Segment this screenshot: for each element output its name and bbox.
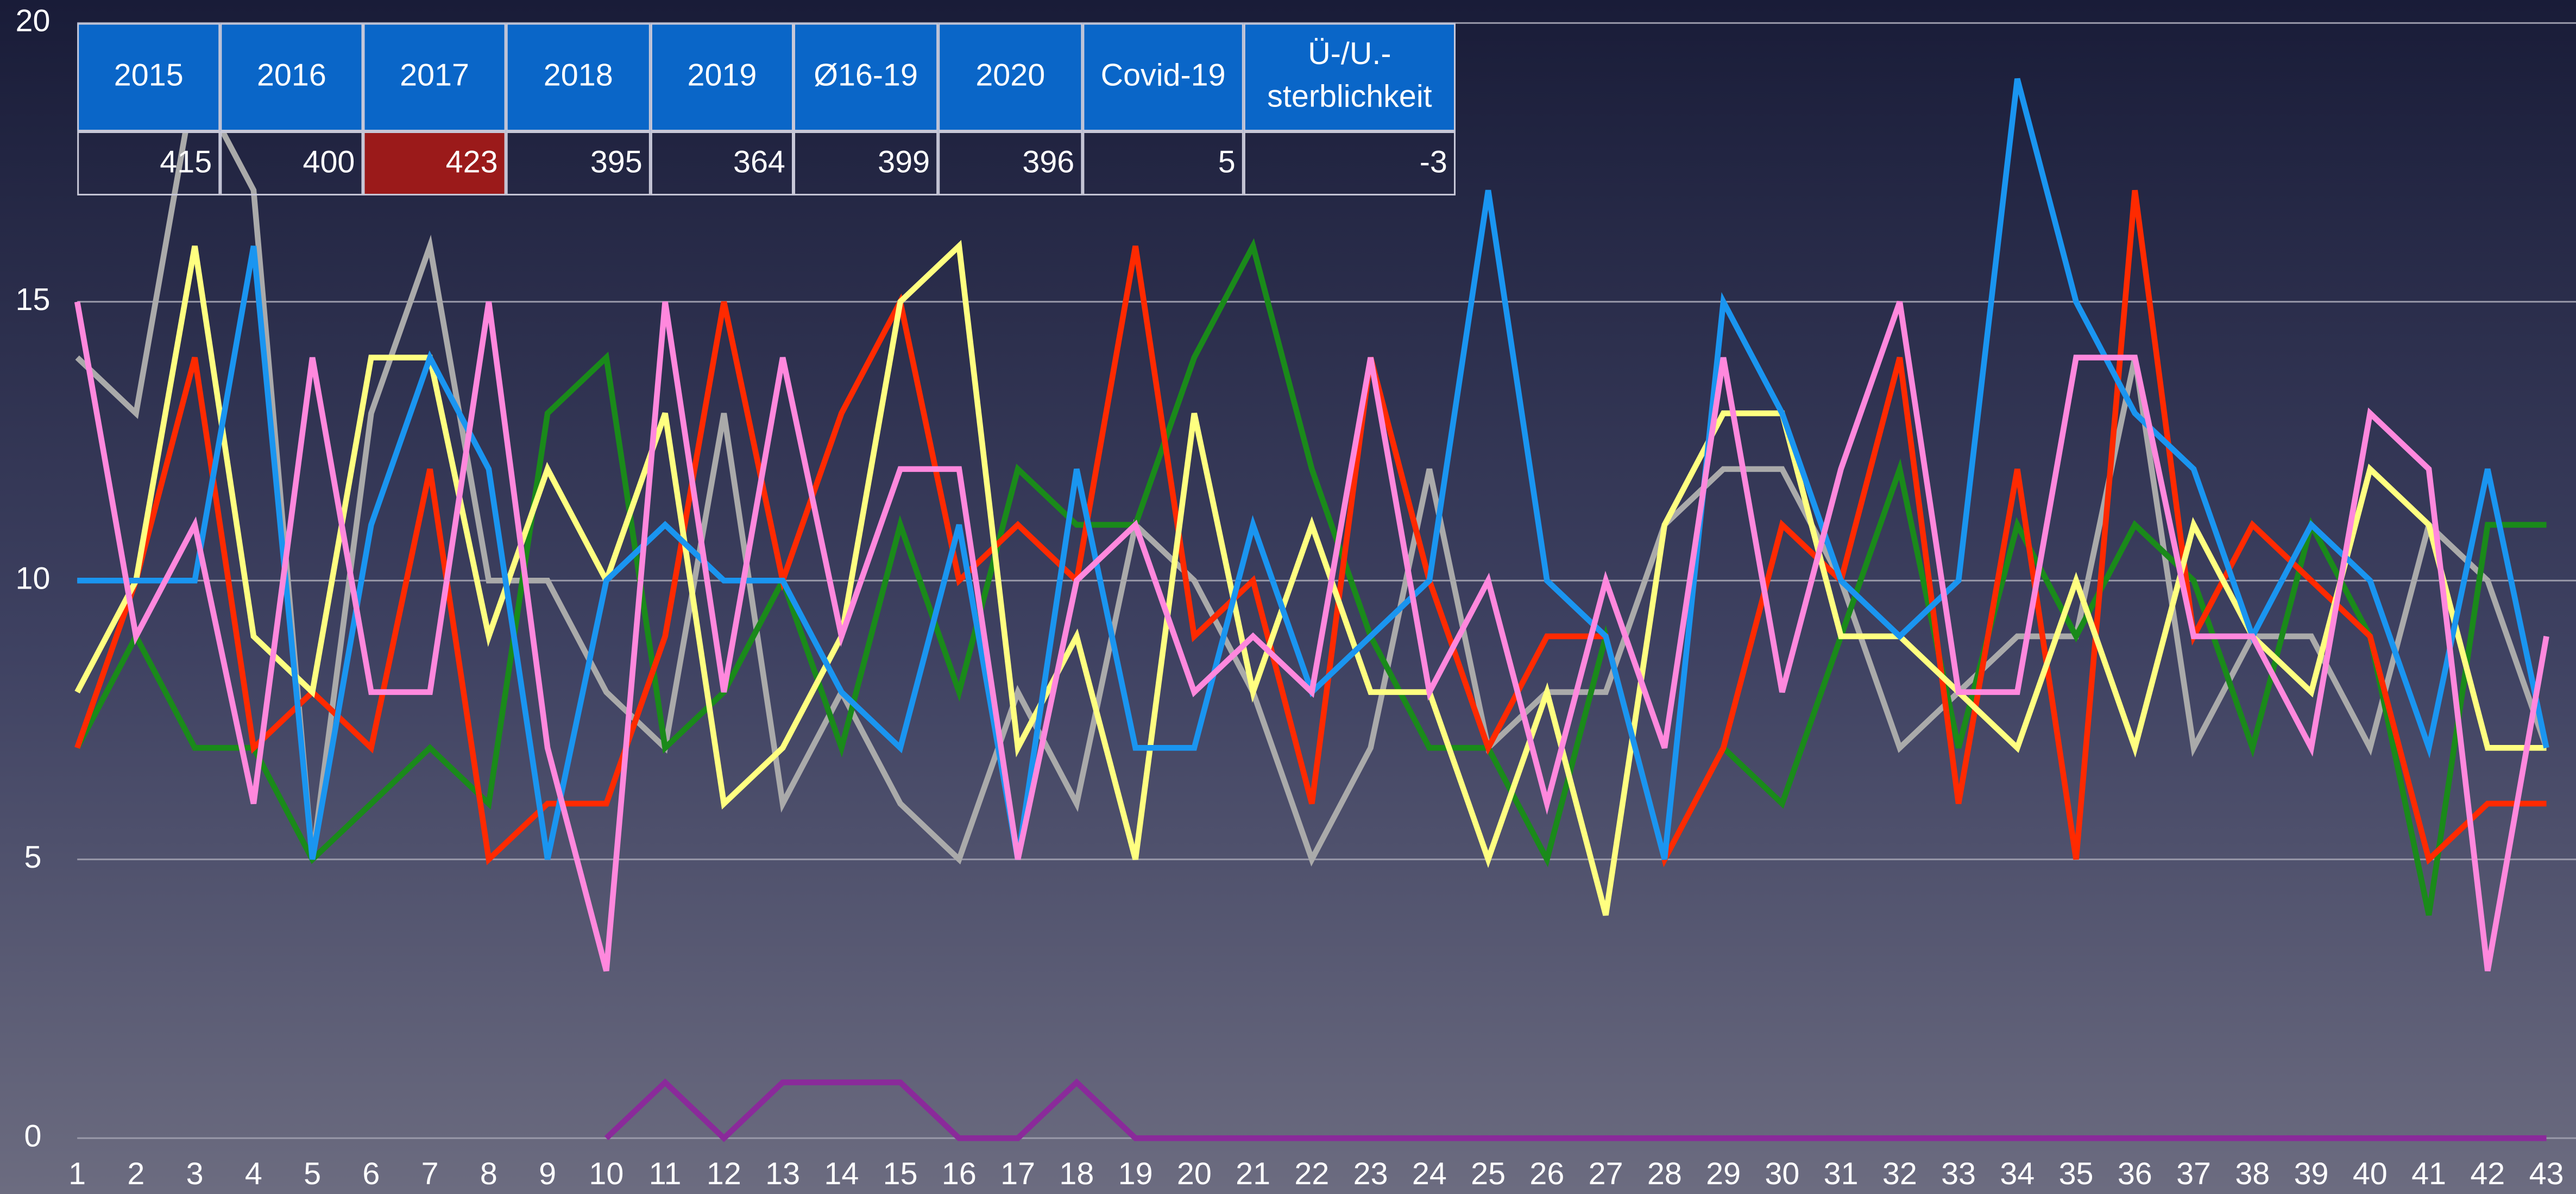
x-tick-label: 43 <box>2529 1157 2564 1191</box>
x-tick-label: 3 <box>186 1157 204 1191</box>
x-tick-label: 37 <box>2176 1157 2211 1191</box>
x-tick-label: 41 <box>2411 1157 2446 1191</box>
x-tick-label: 29 <box>1706 1157 1741 1191</box>
x-tick-label: 35 <box>2059 1157 2094 1191</box>
table-value: 415 <box>77 131 221 195</box>
x-tick-label: 7 <box>421 1157 439 1191</box>
table-header: Ü-/U.- sterblichkeit <box>1243 23 1456 131</box>
table-header: 2015 <box>77 23 221 131</box>
series-line <box>74 239 2547 916</box>
x-tick-label: 36 <box>2118 1157 2152 1191</box>
table-value: 364 <box>650 131 794 195</box>
x-tick-label: 38 <box>2235 1157 2270 1191</box>
table-value: -3 <box>1243 131 1456 195</box>
x-tick-label: 20 <box>1177 1157 1212 1191</box>
table-header: 2018 <box>506 23 651 131</box>
x-tick-label: 34 <box>2000 1157 2035 1191</box>
x-tick-label: 6 <box>362 1157 380 1191</box>
x-tick-label: 42 <box>2470 1157 2505 1191</box>
series-line <box>604 1078 2547 1142</box>
x-tick-label: 13 <box>765 1157 800 1191</box>
series-line <box>74 301 2549 972</box>
summary-table: 2015 2016 2017 2018 2019 Ø16-19 2020 Covid-19 Ü-… <box>77 23 1456 195</box>
x-tick-label: 8 <box>480 1157 497 1191</box>
x-tick-label: 10 <box>589 1157 623 1191</box>
x-tick-label: 9 <box>539 1157 556 1191</box>
x-tick-label: 4 <box>245 1157 262 1191</box>
x-tick-label: 12 <box>707 1157 741 1191</box>
x-tick-label: 21 <box>1236 1157 1270 1191</box>
x-tick-label: 1 <box>68 1157 86 1191</box>
x-tick-label: 2 <box>127 1157 144 1191</box>
x-tick-label: 25 <box>1471 1157 1506 1191</box>
x-tick-label: 27 <box>1589 1157 1623 1191</box>
x-tick-label: 16 <box>942 1157 977 1191</box>
series-line <box>74 189 2547 868</box>
x-tick-label: 32 <box>1882 1157 1917 1191</box>
table-header: 2017 <box>363 23 506 131</box>
x-tick-label: 18 <box>1059 1157 1094 1191</box>
x-tick-label: 28 <box>1647 1157 1682 1191</box>
x-tick-label: 40 <box>2353 1157 2388 1191</box>
table-header: 2019 <box>650 23 794 131</box>
x-tick-label: 23 <box>1353 1157 1388 1191</box>
x-tick-label: 11 <box>649 1157 682 1191</box>
table-value: 423 <box>363 131 506 195</box>
x-tick-label: 33 <box>1941 1157 1976 1191</box>
x-tick-label: 30 <box>1765 1157 1799 1191</box>
y-tick-label: 0 <box>24 1119 42 1153</box>
table-value: 399 <box>793 131 939 195</box>
x-tick-label: 15 <box>883 1157 918 1191</box>
table-header: 2020 <box>938 23 1083 131</box>
y-tick-label: 10 <box>16 561 51 596</box>
table-value: 5 <box>1082 131 1244 195</box>
x-tick-label: 17 <box>1000 1157 1035 1191</box>
y-tick-label: 15 <box>16 282 51 317</box>
series-line <box>74 238 2547 916</box>
x-tick-label: 39 <box>2294 1157 2329 1191</box>
x-tick-label: 26 <box>1529 1157 1564 1191</box>
x-tick-label: 24 <box>1412 1157 1447 1191</box>
y-tick-label: 5 <box>24 840 42 875</box>
x-tick-label: 31 <box>1824 1157 1859 1191</box>
table-value: 400 <box>220 131 363 195</box>
x-tick-label: 5 <box>304 1157 321 1191</box>
x-tick-label: 19 <box>1118 1157 1153 1191</box>
table-value: 395 <box>506 131 651 195</box>
x-tick-label: 22 <box>1294 1157 1329 1191</box>
table-header: Ø16-19 <box>793 23 939 131</box>
table-header: 2016 <box>220 23 363 131</box>
y-tick-label: 20 <box>16 4 51 39</box>
table-header: Covid-19 <box>1082 23 1244 131</box>
x-tick-label: 14 <box>824 1157 859 1191</box>
table-value: 396 <box>938 131 1083 195</box>
